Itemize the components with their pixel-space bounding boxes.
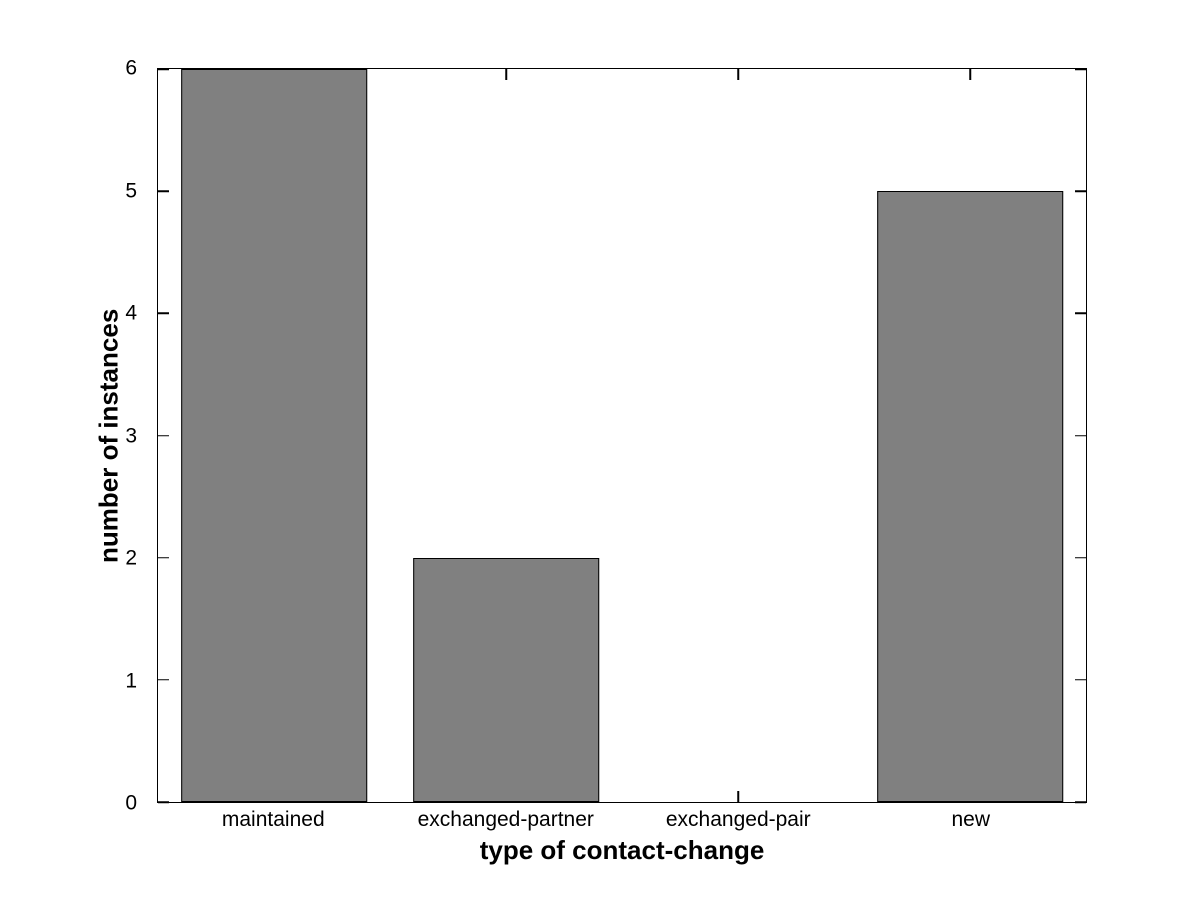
y-tick-label: 3 [125, 424, 137, 447]
x-category-label: exchanged-pair [665, 808, 811, 831]
y-tick-label: 2 [125, 546, 137, 570]
x-tick-mark [505, 69, 507, 80]
x-category-label: exchanged-partner [417, 808, 594, 831]
x-tick-mark [737, 69, 739, 80]
y-tick-mark [1075, 312, 1086, 315]
plot-area [157, 68, 1087, 803]
y-tick-label: 5 [125, 179, 137, 202]
x-category-label: maintained [221, 808, 325, 831]
y-tick-mark [158, 679, 169, 681]
y-tick-labels: 0 1 2 3 4 5 6 [0, 58, 137, 814]
y-tick-label: 0 [125, 791, 137, 815]
y-tick-mark [158, 68, 169, 70]
y-tick-mark [1075, 190, 1086, 192]
bars-layer [158, 69, 1086, 802]
y-tick-mark [1075, 801, 1086, 803]
y-tick-mark [158, 556, 169, 559]
y-tick-mark [1075, 679, 1086, 681]
bar-maintained [181, 69, 367, 802]
y-tick-mark [158, 801, 169, 803]
x-tick-mark [737, 791, 739, 802]
x-tick-mark [969, 69, 971, 80]
x-tick-labels: maintained exchanged-partner exchanged-pai… [157, 807, 1087, 833]
y-tick-mark [158, 312, 169, 315]
x-axis-title: type of contact-change [479, 835, 765, 865]
y-tick-mark [1075, 434, 1086, 437]
y-tick-mark [158, 190, 169, 192]
y-tick-label: 6 [125, 56, 137, 80]
y-tick-mark [158, 434, 169, 437]
bar-exchanged-partner [413, 557, 599, 802]
y-tick-label: 4 [125, 301, 137, 325]
y-tick-mark [1075, 68, 1086, 70]
x-category-label: new [951, 808, 991, 831]
y-tick-label: 1 [125, 669, 137, 692]
y-tick-mark [1075, 556, 1086, 559]
bar-new [877, 191, 1063, 802]
